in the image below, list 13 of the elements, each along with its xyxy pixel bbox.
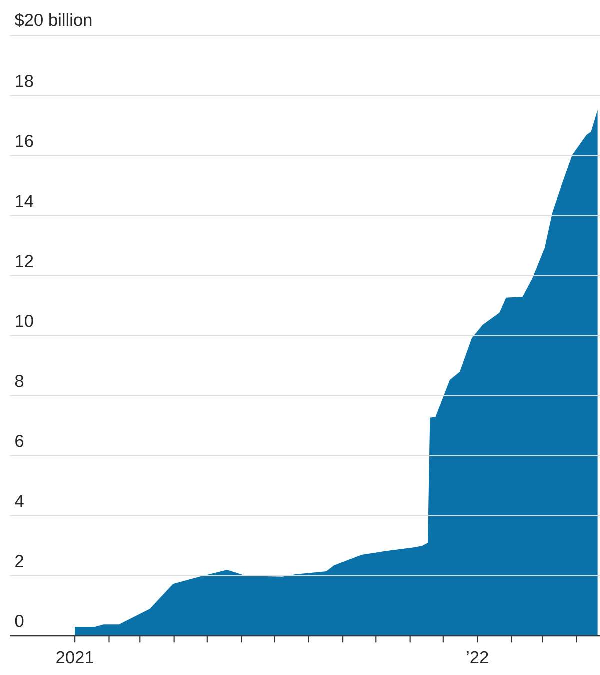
- y-tick-label: 0: [15, 615, 24, 628]
- y-tick-label: 10: [16, 315, 34, 328]
- y-tick-label: 16: [16, 135, 34, 148]
- y-tick-label: 14: [16, 195, 34, 208]
- y-tick-label: 4: [15, 495, 24, 508]
- y-tick-label: $20 billion: [14, 13, 92, 28]
- x-tick-label: 2021: [56, 651, 94, 664]
- y-tick-label: 18: [16, 75, 34, 88]
- x-tick-label: ’22: [467, 651, 488, 664]
- y-tick-label: 2: [16, 555, 24, 568]
- y-tick-label: 12: [16, 255, 34, 268]
- y-tick-label: 8: [15, 375, 24, 388]
- y-tick-label: 6: [16, 435, 24, 448]
